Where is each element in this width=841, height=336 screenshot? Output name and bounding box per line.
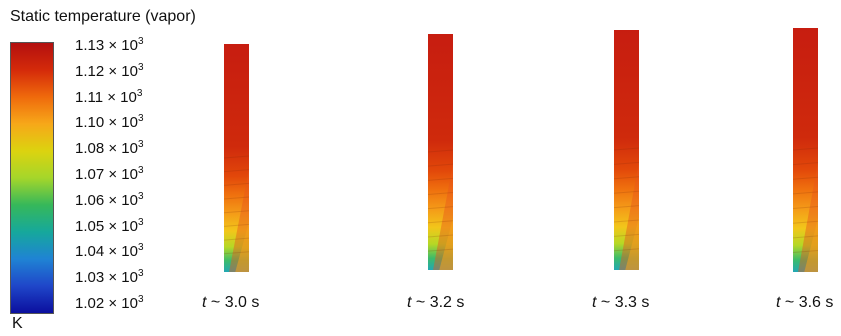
contour-wedge	[625, 217, 639, 270]
contour-band-line	[223, 210, 250, 214]
contour-band-line	[223, 182, 250, 186]
contour-band-line	[223, 169, 250, 173]
contour-band-line	[223, 237, 250, 241]
colorbar-tick-label: 1.11 × 103	[75, 87, 143, 106]
time-label: t ~ 3.3 s	[592, 294, 650, 311]
contour-band-line	[427, 206, 454, 210]
contour-band-line	[792, 162, 819, 166]
contour-band-line	[792, 235, 819, 239]
contour-wedge	[804, 218, 818, 272]
colorbar-title: Static temperature (vapor)	[10, 8, 196, 25]
contour-column-3	[613, 30, 640, 270]
contour-band-line	[427, 177, 454, 181]
contour-column-fill	[224, 44, 249, 272]
contour-band-line	[223, 155, 250, 159]
contour-band-line	[792, 191, 819, 195]
contour-band-line	[613, 205, 640, 209]
contour-band-line	[427, 149, 454, 153]
time-label: t ~ 3.6 s	[776, 294, 834, 311]
colorbar-unit: K	[12, 315, 23, 332]
colorbar-tick-label: 1.02 × 103	[75, 294, 144, 312]
contour-band-line	[792, 206, 819, 210]
colorbar-tick-label: 1.08 × 103	[75, 139, 144, 158]
contour-wedge	[235, 221, 249, 272]
contour-band-line	[613, 161, 640, 165]
contour-band-line	[613, 233, 640, 237]
contour-band-line	[223, 223, 250, 227]
contour-band-line	[613, 219, 640, 223]
contour-column-fill	[614, 30, 639, 270]
colorbar-tick-label: 1.05 × 103	[75, 216, 144, 235]
time-label: t ~ 3.2 s	[407, 294, 465, 311]
colorbar-tick-label: 1.04 × 103	[75, 242, 144, 261]
contour-column-4	[792, 28, 819, 272]
contour-band-line	[427, 248, 454, 252]
contour-band-line	[613, 248, 640, 252]
contour-band-line	[427, 191, 454, 195]
contour-band-line	[223, 196, 250, 200]
colorbar-tick-label: 1.13 × 103	[75, 36, 144, 54]
contour-column-fill	[793, 28, 818, 272]
contour-band-line	[792, 220, 819, 224]
contour-band-line	[427, 234, 454, 238]
temperature-colorbar	[10, 42, 54, 314]
contour-column-fill	[428, 34, 453, 270]
colorbar-tick-label: 1.10 × 103	[75, 113, 144, 132]
colorbar-tick-label: 1.06 × 103	[75, 190, 144, 209]
contour-band-line	[792, 249, 819, 253]
contour-column-1	[223, 44, 250, 272]
contour-wedge	[439, 218, 453, 270]
contour-band-line	[792, 176, 819, 180]
contour-band-line	[223, 251, 250, 255]
colorbar-tick-label: 1.07 × 103	[75, 165, 144, 183]
contour-band-line	[427, 163, 454, 167]
colorbar-tick-label: 1.03 × 103	[75, 268, 144, 287]
contour-band-line	[613, 190, 640, 194]
contour-band-line	[427, 220, 454, 224]
contour-band-line	[613, 147, 640, 151]
contour-band-line	[792, 147, 819, 151]
contour-column-2	[427, 34, 454, 270]
colorbar-tick-label: 1.12 × 103	[75, 61, 144, 80]
contour-band-line	[613, 176, 640, 180]
time-label: t ~ 3.0 s	[202, 294, 260, 311]
